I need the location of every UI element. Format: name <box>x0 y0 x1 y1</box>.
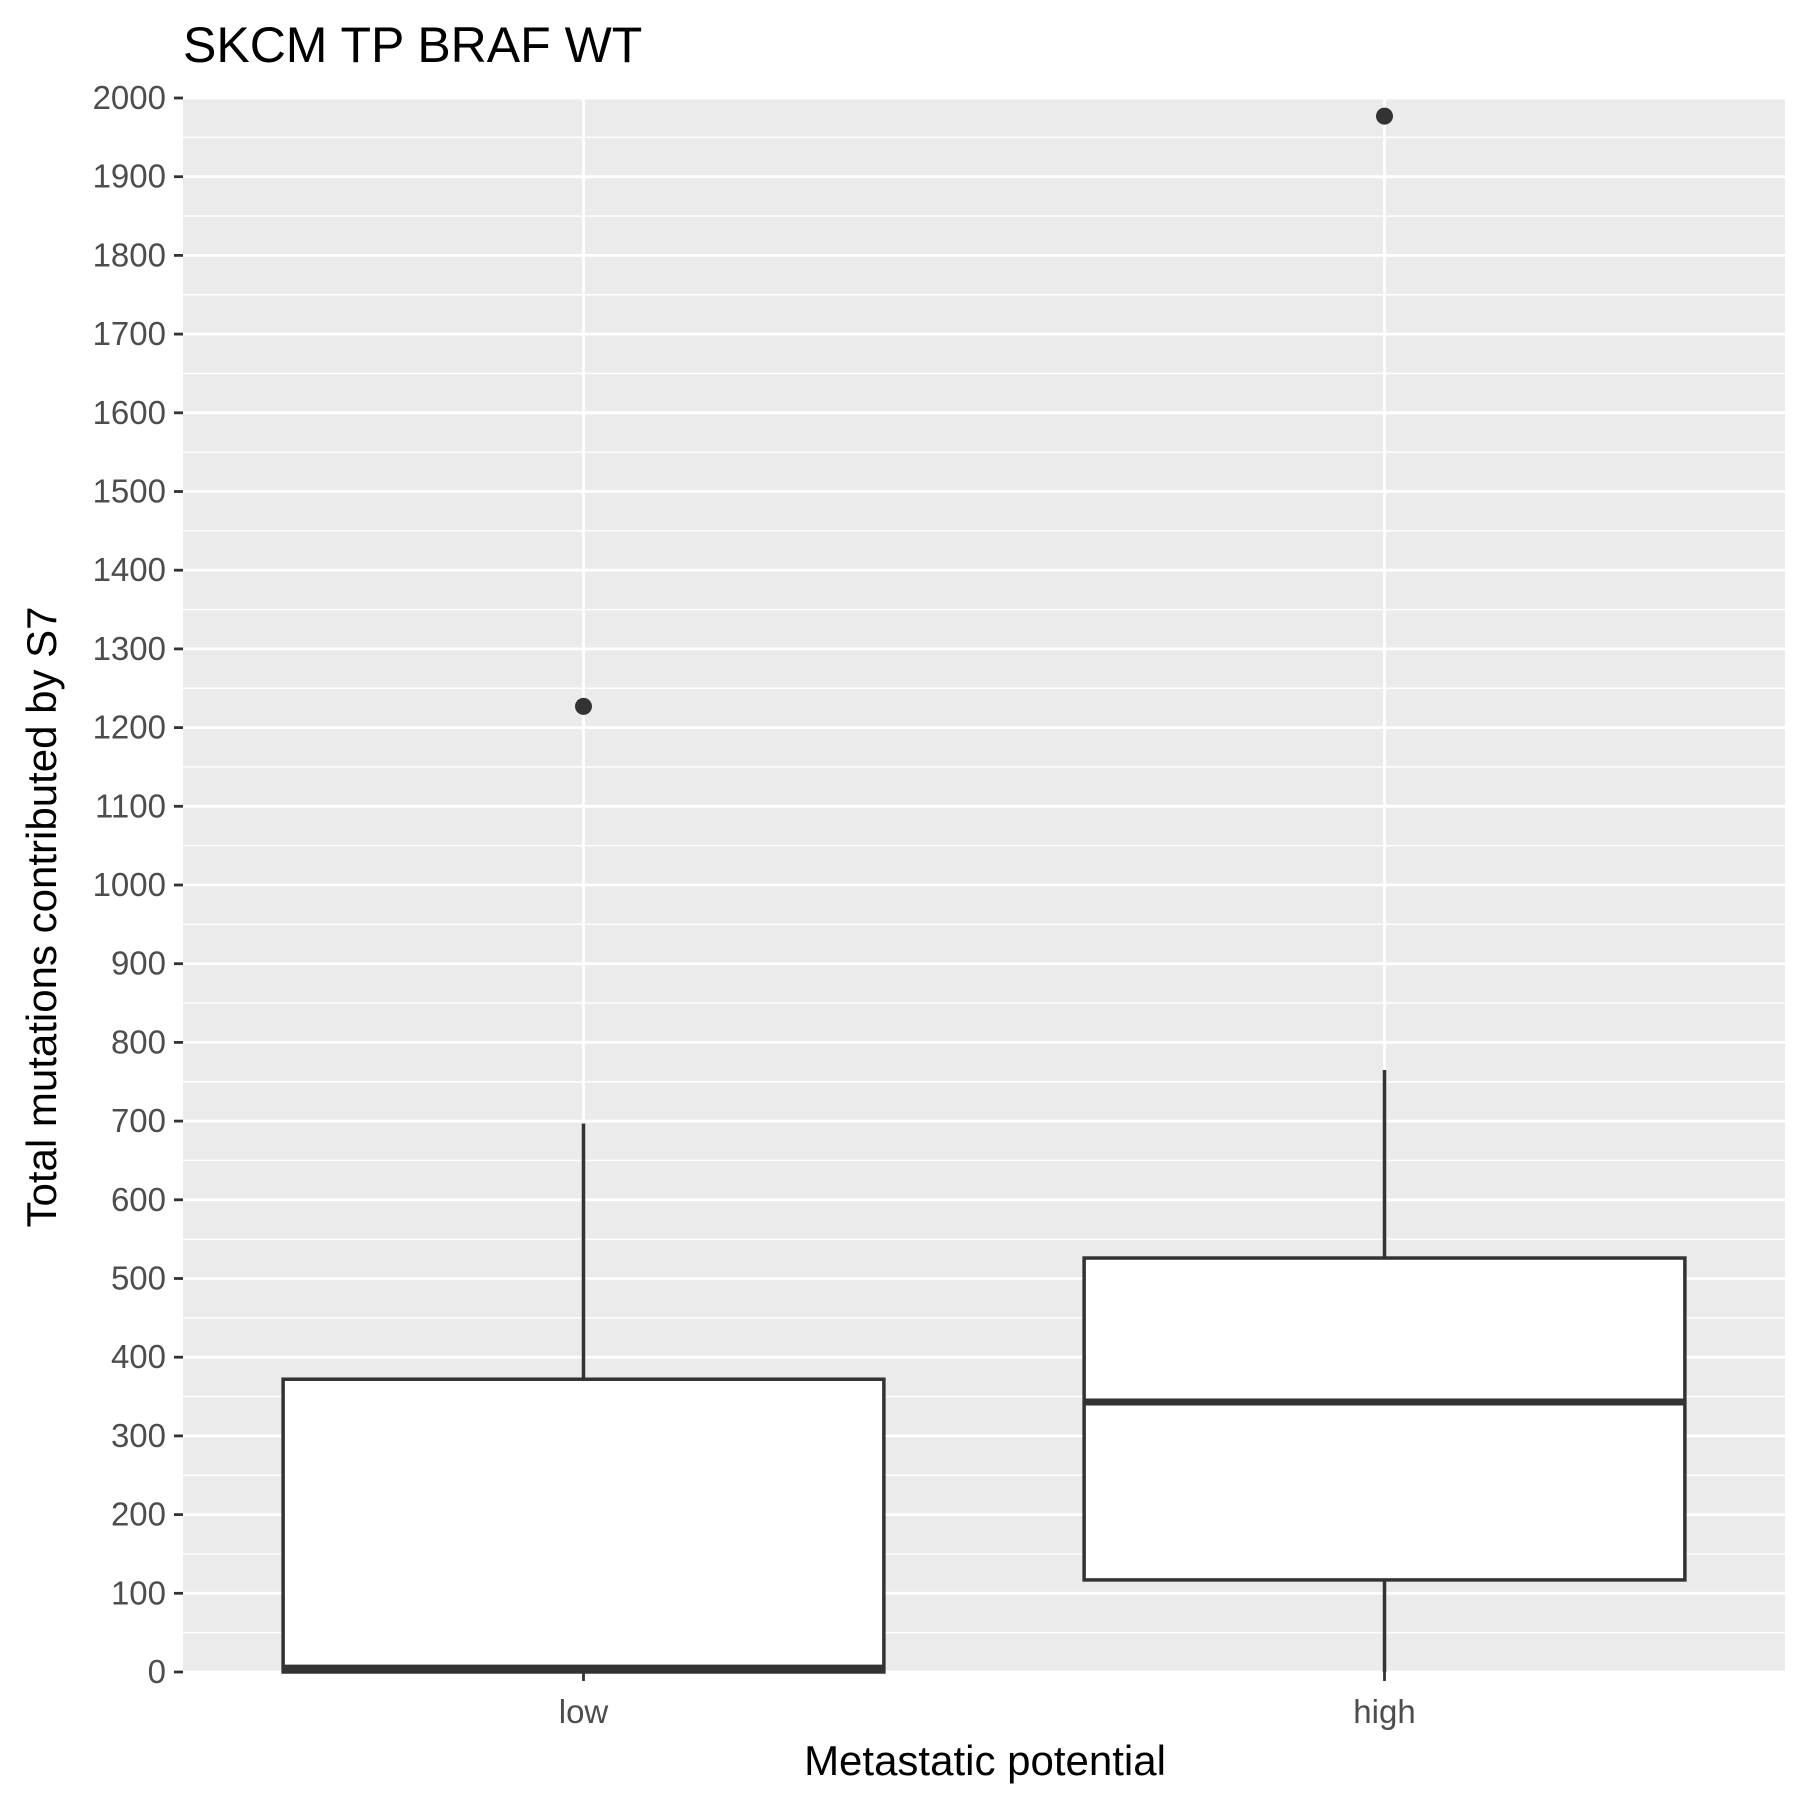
outlier-point <box>575 697 592 715</box>
y-tick-label: 700 <box>111 1102 166 1139</box>
y-tick-label: 1600 <box>93 394 166 431</box>
y-tick-label: 300 <box>111 1417 166 1454</box>
y-tick-label: 1900 <box>93 158 166 195</box>
x-tick-label: high <box>1353 1693 1415 1730</box>
y-tick-label: 100 <box>111 1574 166 1611</box>
y-tick-label: 1100 <box>95 787 166 824</box>
y-axis-title: Total mutations contributed by S7 <box>18 606 65 1227</box>
box-series <box>281 107 1687 1674</box>
minor-grid-lines <box>183 136 1785 1634</box>
y-tick-label: 800 <box>111 1023 166 1060</box>
y-tick-label: 400 <box>111 1338 166 1375</box>
y-axis: 0 100 200 300 400 500 600 700 800 900 1000 1100 1200… <box>93 79 183 1690</box>
box-body <box>281 1377 886 1674</box>
y-tick-label: 900 <box>111 945 166 982</box>
y-tick-label: 1200 <box>93 709 166 746</box>
y-tick-label: 1700 <box>93 315 166 352</box>
box-body <box>1082 1256 1687 1582</box>
chart-title: SKCM TP BRAF WT <box>183 17 642 73</box>
x-axis-title: Metastatic potential <box>804 1737 1166 1784</box>
box-low <box>281 697 886 1674</box>
y-tick-label: 1300 <box>93 630 166 667</box>
y-tick-label: 0 <box>148 1653 166 1690</box>
y-tick-label: 1800 <box>93 236 166 273</box>
outlier-point <box>1376 107 1393 125</box>
y-tick-label: 600 <box>111 1181 166 1218</box>
y-tick-label: 2000 <box>93 79 166 116</box>
y-tick-label: 200 <box>111 1496 166 1533</box>
y-tick-label: 1400 <box>93 551 166 588</box>
y-tick-label: 1000 <box>93 866 166 903</box>
x-tick-label: low <box>559 1693 609 1730</box>
y-tick-label: 1500 <box>93 473 166 510</box>
box-high <box>1082 107 1687 1672</box>
y-tick-label: 500 <box>111 1260 166 1297</box>
x-axis: low high <box>559 1672 1416 1730</box>
